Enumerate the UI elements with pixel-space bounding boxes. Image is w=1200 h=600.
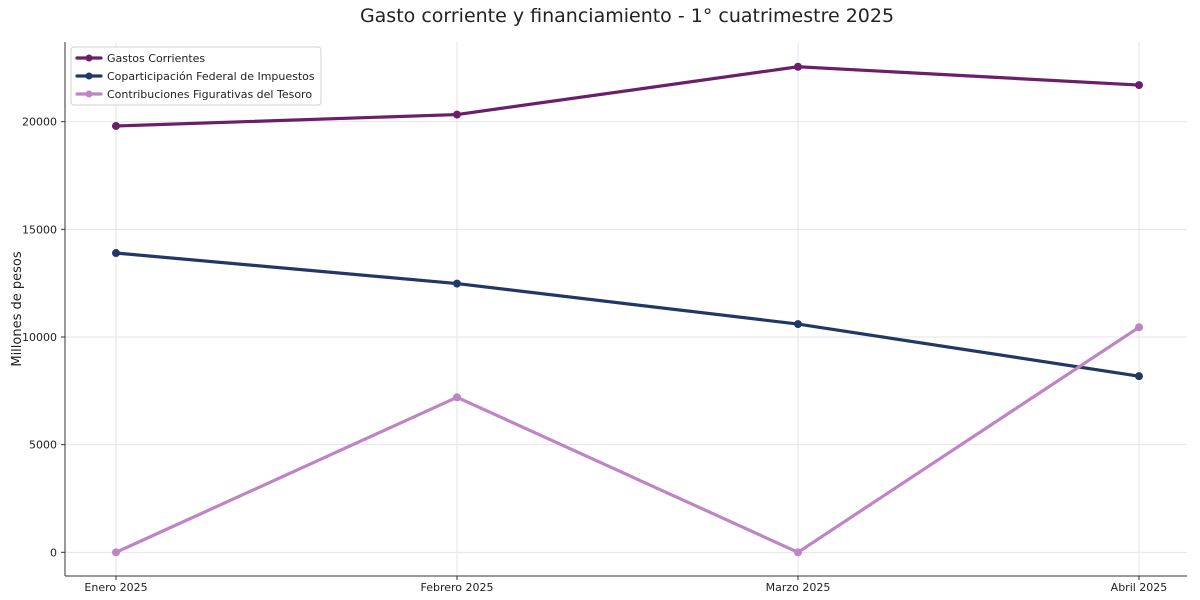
data-point — [112, 249, 120, 258]
data-point — [1135, 372, 1143, 381]
legend-marker — [85, 54, 93, 62]
y-tick-label: 5000 — [29, 439, 57, 452]
x-tick-label: Abril 2025 — [1111, 581, 1168, 594]
grid — [65, 42, 1187, 576]
data-point — [794, 62, 802, 71]
data-point — [794, 548, 802, 557]
y-axis-label: Millones de pesos — [10, 251, 25, 367]
data-point — [1135, 323, 1143, 332]
y-tick-label: 20000 — [22, 116, 57, 129]
data-point — [453, 110, 461, 119]
data-point — [112, 121, 120, 130]
y-tick-label: 10000 — [22, 331, 57, 344]
x-tick-label: Enero 2025 — [84, 581, 147, 594]
series-line-2 — [114, 251, 1141, 378]
data-point — [1135, 81, 1143, 90]
data-point — [794, 320, 802, 329]
chart-title: Gasto corriente y financiamiento - 1° cu… — [359, 5, 895, 27]
data-point — [453, 393, 461, 402]
series-layer — [112, 62, 1143, 557]
series-line-1 — [114, 65, 1141, 128]
legend-label: Gastos Corrientes — [107, 52, 205, 65]
axes: 0 5000 10000 15000 20000 Enero 2025 Febrero 20… — [10, 42, 1187, 594]
data-point — [112, 548, 120, 557]
y-tick-label: 0 — [50, 546, 57, 559]
legend-box — [70, 46, 322, 106]
legend-marker — [85, 90, 93, 98]
legend: Gastos Corrientes Coparticipación Federal… — [70, 46, 322, 106]
data-point — [453, 279, 461, 288]
legend-marker — [85, 72, 93, 80]
series-line-3 — [114, 325, 1141, 554]
legend-label: Contribuciones Figurativas del Tesoro — [107, 88, 312, 101]
y-tick-label: 15000 — [22, 223, 57, 236]
x-tick-label: Marzo 2025 — [766, 581, 831, 594]
legend-label: Coparticipación Federal de Impuestos — [107, 70, 315, 83]
x-tick-label: Febrero 2025 — [420, 581, 493, 594]
